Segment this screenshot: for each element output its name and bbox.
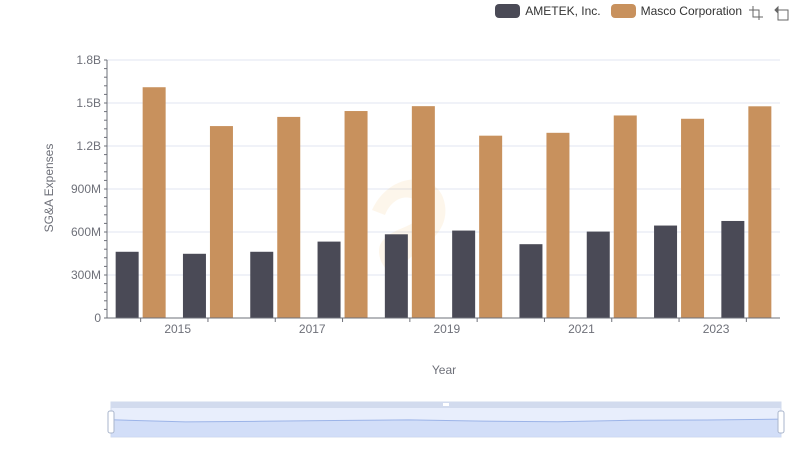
bar-ametek-2022	[654, 225, 678, 318]
bar-ametek-2023	[721, 220, 745, 318]
data-zoom-grip[interactable]	[443, 403, 449, 406]
y-tick-label: 300M	[71, 268, 101, 282]
data-zoom-shadow-line	[110, 418, 782, 423]
grid-lines	[107, 59, 780, 276]
data-zoom-left-handle[interactable]	[107, 410, 115, 434]
bar-masco-2022	[681, 118, 705, 319]
legend-swatch-ametek	[495, 4, 521, 18]
bar-masco-2020	[546, 132, 570, 318]
legend-swatch-masco	[610, 4, 636, 18]
y-tick-label: 1.2B	[76, 139, 101, 153]
bar-masco-2021	[613, 115, 637, 318]
bar-ametek-2016	[250, 251, 274, 318]
legend-item-ametek[interactable]: AMETEK, Inc.	[495, 4, 601, 18]
bar-masco-2023	[748, 106, 772, 319]
bar-ametek-2020	[519, 244, 543, 318]
y-tick-label: 1.8B	[76, 53, 101, 67]
zoom-icon[interactable]	[748, 5, 764, 21]
tick-labels: 0 300M 600M 900M 1.2B 1.5B 1.8B 2015 2017 2019 202…	[71, 53, 730, 336]
y-tick-label: 600M	[71, 225, 101, 239]
bars	[115, 87, 772, 319]
bar-ametek-2015	[182, 253, 206, 318]
x-tick-label: 2015	[164, 322, 191, 336]
bar-masco-2019	[479, 135, 503, 318]
bar-masco-2016	[277, 116, 301, 318]
data-zoom-shadow-area	[111, 419, 781, 437]
legend-label-masco: Masco Corporation	[640, 4, 742, 18]
x-tick-label: 2019	[434, 322, 461, 336]
bar-ametek-2018	[384, 234, 408, 318]
restore-icon[interactable]	[774, 5, 790, 21]
bar-ametek-2014	[115, 251, 139, 318]
x-tick-label: 2017	[299, 322, 326, 336]
y-axis-title: SG&A Expenses	[42, 143, 56, 233]
x-tick-label: 2021	[568, 322, 595, 336]
bar-masco-2014	[142, 87, 166, 318]
y-tick-label: 900M	[71, 182, 101, 196]
bar-ametek-2019	[452, 230, 476, 318]
axes	[104, 59, 780, 322]
bar-masco-2017	[344, 111, 368, 318]
bar-masco-2015	[209, 126, 233, 319]
data-zoom-right-handle[interactable]	[777, 410, 785, 434]
bar-ametek-2017	[317, 241, 341, 318]
legend-item-masco[interactable]: Masco Corporation	[610, 4, 742, 18]
data-zoom-slider	[107, 401, 785, 438]
x-tick-label: 2023	[703, 322, 730, 336]
bar-ametek-2021	[586, 231, 610, 318]
legend-label-ametek: AMETEK, Inc.	[525, 4, 601, 18]
y-tick-label: 0	[94, 311, 101, 325]
legend: AMETEK, Inc. Masco Corporation	[495, 4, 742, 18]
x-axis-title: Year	[431, 363, 457, 377]
toolbox	[748, 5, 790, 21]
bar-masco-2018	[411, 106, 435, 318]
y-tick-label: 1.5B	[76, 96, 101, 110]
